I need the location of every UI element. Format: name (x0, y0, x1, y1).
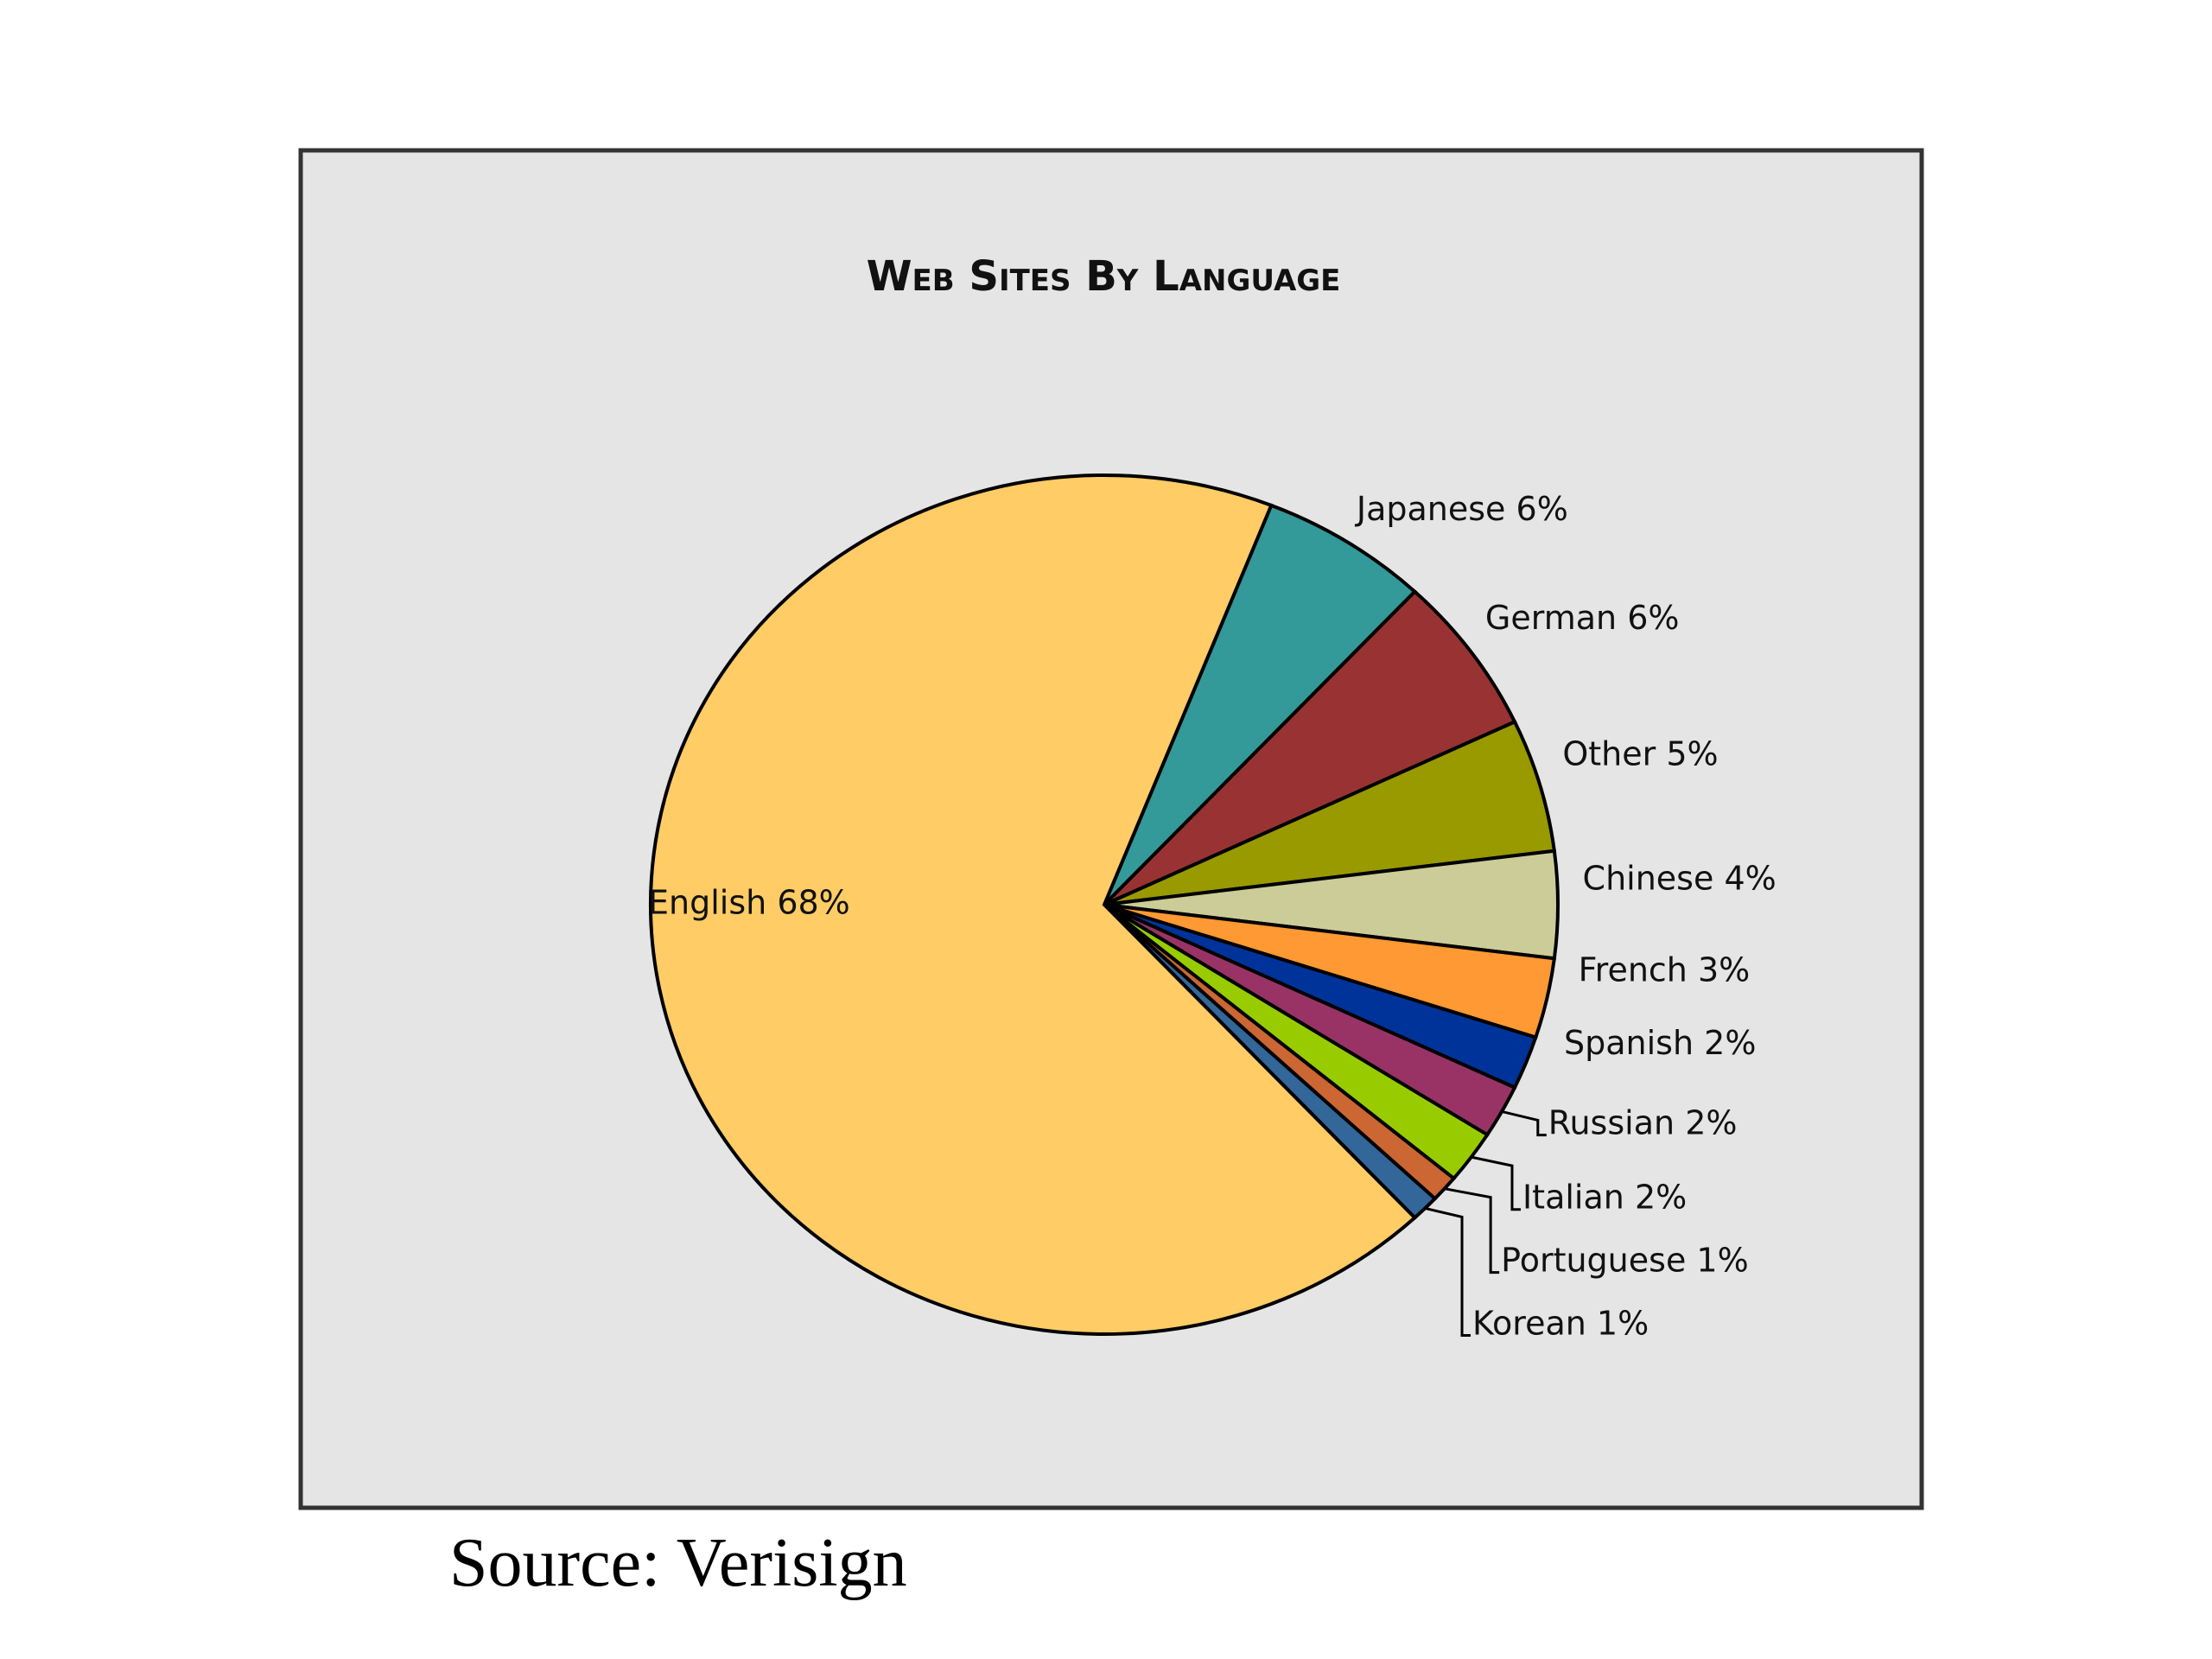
slice-value: 4% (1724, 859, 1776, 897)
slice-label: Portuguese 1% (1501, 1241, 1749, 1279)
slice-label: Chinese 4% (1583, 859, 1777, 897)
slice-value: 3% (1698, 950, 1750, 988)
slice-value: 1% (1696, 1241, 1748, 1279)
slice-label: English 68% (648, 883, 850, 921)
slice-label: French 3% (1579, 950, 1751, 988)
slice-value: 2% (1704, 1023, 1756, 1061)
slice-category: Korean (1472, 1304, 1586, 1342)
leader-line (1471, 1155, 1521, 1211)
slice-label: Italian 2% (1522, 1178, 1687, 1216)
slice-category: Italian (1522, 1178, 1624, 1216)
pie-slice (1103, 503, 1418, 906)
slice-value: 5% (1666, 734, 1718, 772)
slice-value: 2% (1635, 1178, 1687, 1216)
slice-category: French (1579, 950, 1688, 988)
slice-value: 68% (777, 883, 849, 921)
slice-value: 2% (1685, 1103, 1737, 1141)
slice-value: 6% (1516, 490, 1568, 528)
pie-slice (649, 474, 1418, 1336)
slice-category: Japanese (1355, 490, 1506, 528)
slice-category: English (648, 883, 766, 921)
pie-slice (1103, 719, 1557, 906)
source-note: Source: Verisign (449, 1525, 907, 1601)
slice-label: Spanish 2% (1564, 1023, 1756, 1061)
leader-line (1444, 1187, 1500, 1274)
pie-slice (1103, 588, 1517, 906)
slice-category: German (1485, 599, 1617, 637)
slice-label: Russian 2% (1548, 1103, 1738, 1141)
leader-line (1424, 1206, 1471, 1337)
slice-category: Russian (1548, 1103, 1675, 1141)
slice-value: 1% (1597, 1304, 1649, 1342)
chart-title: Web Sites By Language (867, 252, 1341, 301)
slice-category: Other (1562, 734, 1656, 772)
leader-line (1501, 1109, 1547, 1137)
slice-label: Other 5% (1562, 734, 1718, 772)
slice-label: German 6% (1485, 599, 1680, 637)
slice-value: 6% (1627, 599, 1679, 637)
slice-category: Chinese (1583, 859, 1714, 897)
slice-category: Portuguese (1501, 1241, 1686, 1279)
slice-category: Spanish (1564, 1023, 1694, 1061)
slice-label: Japanese 6% (1355, 490, 1568, 528)
slice-label: Korean 1% (1472, 1304, 1649, 1342)
